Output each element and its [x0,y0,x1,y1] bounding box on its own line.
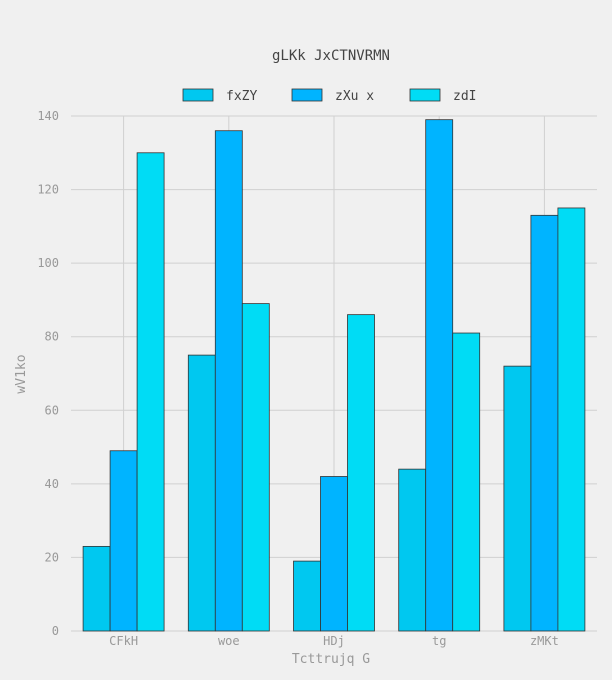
legend-label: fxZY [226,89,257,104]
bar-zXu-x-woe [214,130,243,632]
y-tick-label: 60 [45,403,59,417]
y-tick-label: 100 [37,256,59,270]
x-axis: CFkH woe HDj tg zMKt [109,634,559,648]
y-axis: 0 20 40 60 80 100 120 140 [37,109,59,638]
legend-swatch [409,88,441,102]
y-tick-label: 120 [37,183,59,197]
bar-zdI-HDj [347,314,375,632]
x-tick-label: zMKt [530,634,559,648]
y-tick-label: 80 [45,330,59,344]
x-tick-label: tg [432,634,446,648]
bar-fxZY-CFkH [82,545,111,632]
bar-zdI-CFkH [136,152,165,632]
bar-zXu-x-tg [425,119,454,632]
y-tick-label: 140 [37,109,59,123]
x-axis-label: Tcttrujq G [292,652,370,667]
chart-title: gLKk JxCTNVRMN [272,48,390,64]
bar-zdI-woe [241,303,270,632]
legend-label: zXu x [335,89,374,104]
y-tick-label: 40 [45,477,59,491]
bar-zXu-x-HDj [320,476,348,632]
legend-swatch [291,88,323,102]
bar-zdI-tg [452,332,481,632]
x-tick-label: HDj [323,634,345,648]
bar-fxZY-tg [398,468,427,632]
bar-zXu-x-CFkH [109,450,138,632]
legend: fxZY zXu x zdI [182,88,476,104]
bar-fxZY-zMKt [503,365,532,632]
bar-zXu-x-zMKt [530,214,559,632]
bar-fxZY-woe [187,354,216,632]
x-tick-label: woe [218,634,240,648]
bar-zdI-zMKt [557,207,586,632]
legend-label: zdI [453,89,476,104]
y-axis-label: wV1ko [14,354,29,393]
bar-fxZY-HDj [293,560,321,632]
bars [82,119,586,632]
x-tick-label: CFkH [109,634,138,648]
y-tick-label: 20 [45,550,59,564]
legend-swatch [182,88,214,102]
y-tick-label: 0 [52,624,59,638]
